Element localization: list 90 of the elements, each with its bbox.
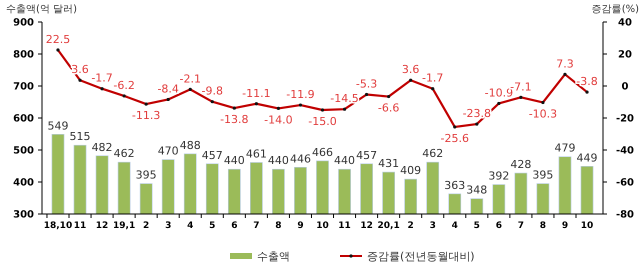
y-axis-title: 수출액(억 달러) [6,4,78,15]
data-label: -8.4 [157,82,179,96]
data-label: 461 [246,147,267,160]
data-label: 395 [532,168,554,182]
data-label: 440 [268,154,289,168]
data-label: 479 [554,142,576,155]
x-tick-label: 9 [562,221,568,231]
x-tick-label: 3 [165,221,172,231]
x-tick-label: 6 [231,221,238,231]
x-tick-label: 20,1 [378,221,400,231]
data-label: 395 [136,168,157,182]
data-label: -1.7 [422,72,444,85]
data-label: -14.0 [264,113,293,126]
data-label: -10.9 [484,86,514,100]
x-tick-label: 12 [360,221,373,231]
data-label: -2.1 [180,72,201,86]
data-label: 363 [444,178,466,192]
data-label: 466 [312,146,333,159]
x-tick-label: 7 [253,221,260,231]
y-tick-label: 700 [13,82,34,92]
data-label: -1.7 [91,72,113,85]
data-label: -11.1 [242,86,271,100]
x-tick-label: 10 [316,221,329,231]
x-tick-label: 2 [143,221,150,231]
x-tick-label: 2 [408,221,414,231]
data-label: 457 [202,148,223,162]
data-label: -13.8 [220,113,249,126]
data-label: 446 [290,152,311,166]
data-label: 462 [422,147,444,160]
data-label: 449 [576,151,598,164]
data-label: 470 [158,144,179,158]
x-tick-label: 9 [297,221,304,231]
y2-tick-label: -80 [616,210,634,220]
x-tick-label: 5 [474,221,480,231]
x-tick-label: 4 [187,221,194,231]
x-tick-label: 10 [580,221,594,231]
data-label: -6.6 [378,102,400,115]
legend-label: 증감률(전년동월대비) [367,250,475,263]
x-tick-label: 18,10 [44,221,72,231]
data-label: -5.3 [356,77,378,90]
legend-label: 수출액 [257,250,290,263]
data-label: 488 [180,138,201,152]
x-tick-label: 6 [496,221,502,231]
data-label: 428 [510,158,532,172]
data-label: 348 [466,184,488,197]
y2-axis-title: 증감률(%) [592,4,640,15]
data-label: -6.2 [113,78,135,92]
data-label: 7.3 [556,57,574,70]
x-tick-label: 11 [338,221,351,231]
y2-tick-label: -60 [616,178,634,188]
data-label: -25.6 [440,132,469,145]
x-tick-label: 12 [96,221,108,231]
data-label: -10.3 [528,107,558,120]
data-label: -11.9 [286,88,315,102]
data-label: 431 [378,157,400,170]
data-label: -9.8 [202,84,224,98]
data-label: 515 [70,130,91,144]
x-tick-label: 19,1 [113,221,136,231]
x-tick-label: 4 [452,221,458,231]
data-label: 462 [114,147,135,160]
x-tick-label: 7 [518,221,524,231]
y-tick-label: 800 [13,50,34,60]
data-label: -14.5 [330,92,359,106]
data-label: 3.6 [402,63,420,76]
y2-tick-label: 20 [618,50,632,60]
data-label: 457 [356,148,378,162]
data-label: 549 [47,119,68,132]
data-label: 22.5 [46,33,70,46]
y2-tick-label: 40 [618,18,632,28]
y2-tick-label: -40 [616,146,634,156]
x-tick-label: 5 [209,221,216,231]
y-tick-label: 600 [13,114,34,124]
y-tick-label: 400 [13,178,34,188]
data-label: 440 [224,154,245,168]
data-label: -15.0 [308,115,337,128]
data-label: -11.3 [132,109,160,122]
data-label: 392 [488,170,510,183]
y2-tick-label: -20 [616,114,634,124]
x-tick-label: 3 [430,221,436,231]
x-tick-label: 8 [275,221,282,231]
data-label: 482 [92,140,113,154]
y-tick-label: 500 [13,146,34,156]
data-label: -3.8 [576,75,598,88]
y2-tick-label: 0 [622,82,629,92]
x-tick-label: 11 [74,221,86,231]
data-label: 409 [400,164,422,178]
x-tick-label: 8 [540,221,546,231]
y-tick-label: 300 [13,210,34,220]
y-tick-label: 900 [13,18,34,28]
data-label: 440 [334,154,356,168]
